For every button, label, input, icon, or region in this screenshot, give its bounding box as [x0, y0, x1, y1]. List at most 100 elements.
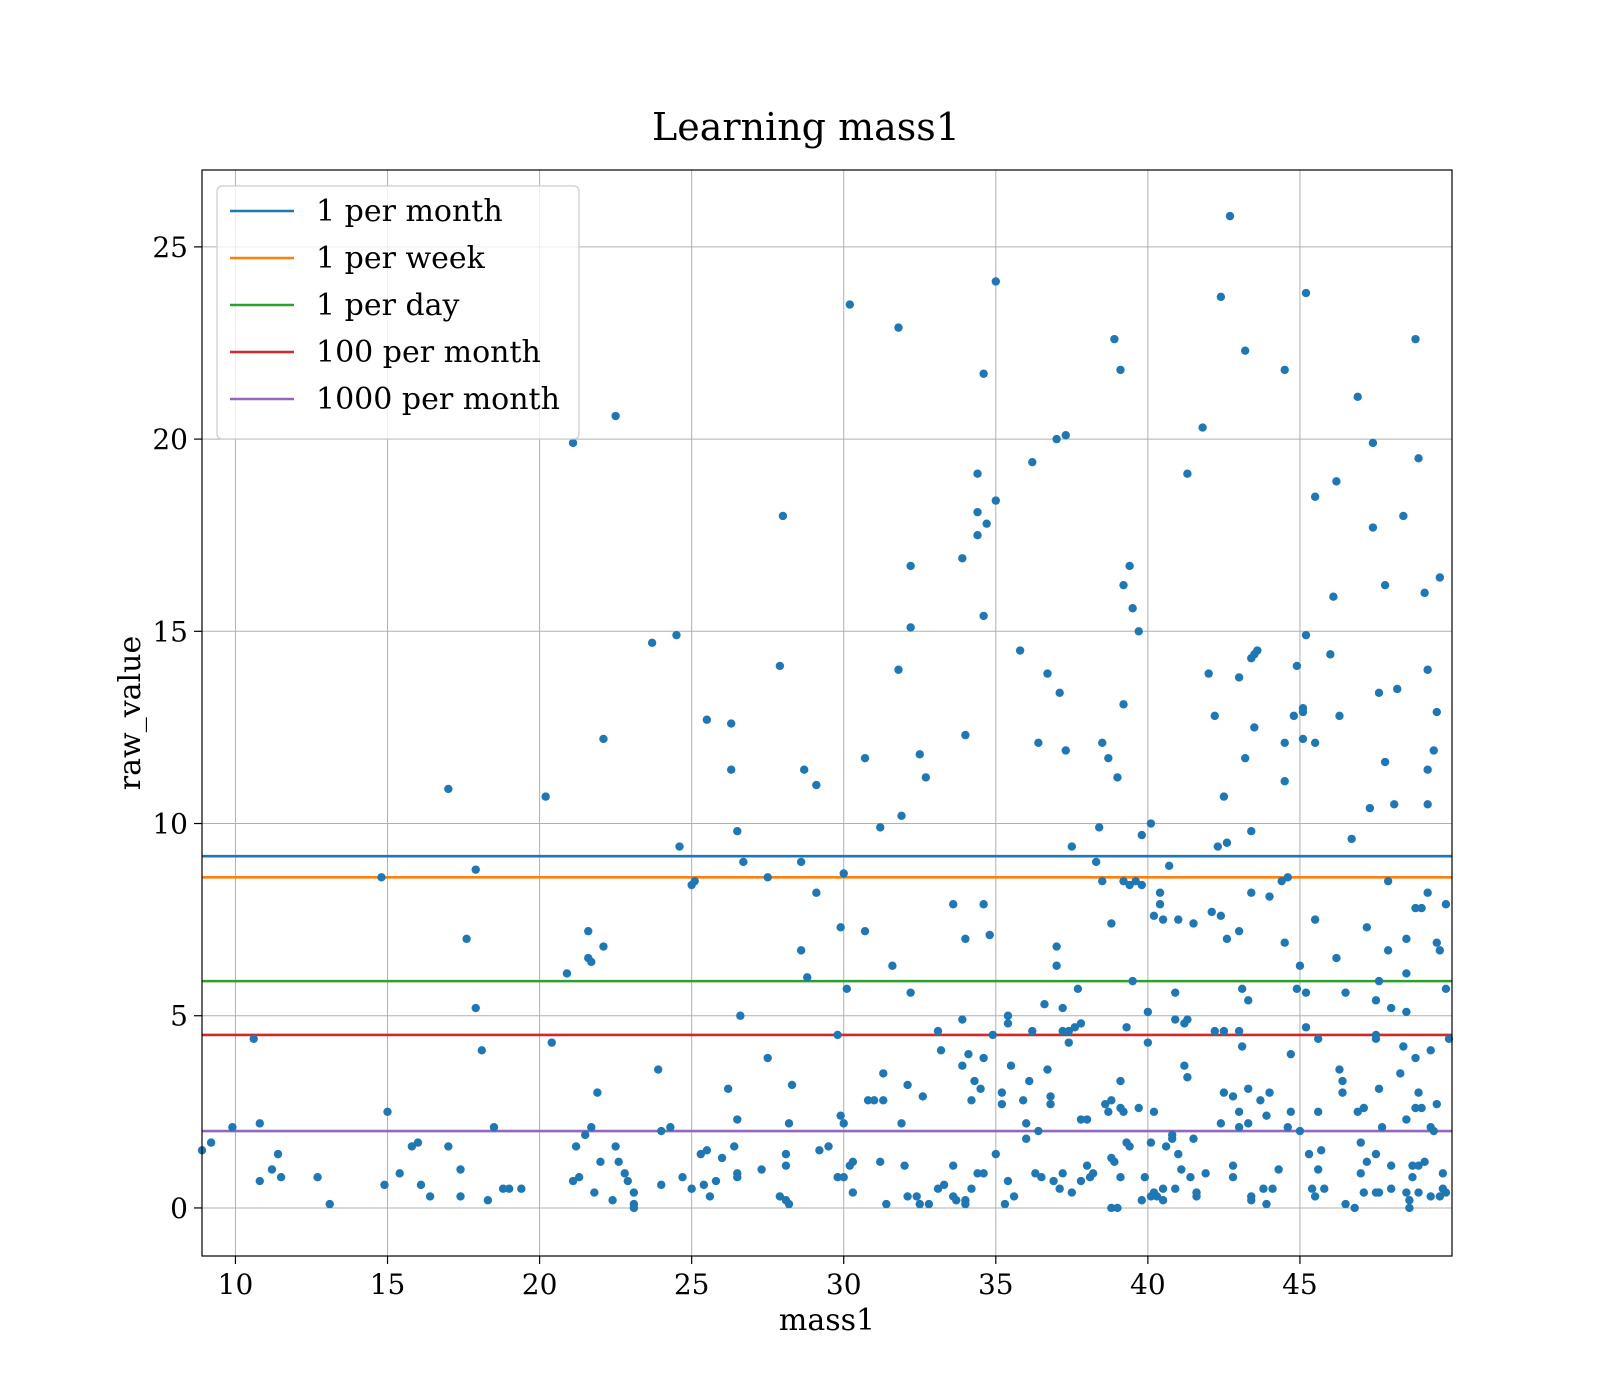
scatter-point	[1052, 434, 1061, 444]
scatter-point	[1034, 1126, 1043, 1136]
scatter-point	[933, 1026, 943, 1036]
scatter-point	[1043, 669, 1052, 678]
scatter-point	[1240, 753, 1250, 763]
scatter-point	[1262, 1111, 1271, 1120]
scatter-point	[1022, 1134, 1031, 1143]
scatter-point	[1082, 1161, 1092, 1170]
scatter-point	[763, 1053, 772, 1063]
scatter-point	[1174, 915, 1183, 924]
scatter-point	[444, 784, 453, 794]
scatter-point	[976, 1084, 985, 1093]
x-tick-label: 15	[370, 1268, 406, 1301]
scatter-point	[1310, 738, 1320, 747]
scatter-point	[1408, 1161, 1417, 1170]
scatter-point	[1429, 1126, 1438, 1136]
scatter-point	[608, 1196, 617, 1205]
scatter-point	[973, 531, 982, 540]
scatter-point	[471, 865, 480, 874]
scatter-point	[1313, 1034, 1323, 1044]
scatter-point	[1423, 800, 1432, 809]
scatter-point	[839, 1172, 848, 1182]
scatter-point	[1435, 1192, 1445, 1201]
scatter-point	[1201, 1169, 1210, 1178]
scatter-point	[1183, 1073, 1192, 1082]
scatter-point	[395, 1169, 404, 1178]
scatter-point	[590, 1188, 599, 1197]
scatter-point	[915, 1199, 924, 1209]
scatter-point	[1119, 700, 1128, 709]
scatter-point	[1028, 1026, 1037, 1036]
scatter-point	[1417, 903, 1426, 913]
scatter-point	[267, 1165, 277, 1174]
scatter-point	[1371, 1034, 1381, 1044]
scatter-point	[255, 1119, 264, 1128]
scatter-point	[1228, 1161, 1238, 1170]
scatter-point	[1058, 1169, 1067, 1178]
scatter-point	[1234, 1026, 1244, 1036]
scatter-point	[1250, 723, 1259, 732]
scatter-point	[1268, 1184, 1277, 1193]
scatter-point	[581, 1130, 590, 1140]
legend-label: 100 per month	[316, 335, 541, 370]
scatter-point	[1313, 1107, 1323, 1117]
scatter-point	[882, 1199, 891, 1209]
scatter-point	[1073, 984, 1083, 994]
scatter-point	[1365, 803, 1375, 813]
scatter-point	[1307, 1184, 1317, 1193]
scatter-point	[1125, 1142, 1134, 1151]
scatter-point	[1137, 1196, 1146, 1205]
scatter-point	[614, 1157, 623, 1167]
scatter-point	[1374, 976, 1384, 986]
scatter-point	[973, 469, 982, 478]
scatter-point	[1028, 457, 1037, 467]
scatter-point	[611, 411, 620, 421]
scatter-point	[1088, 1169, 1098, 1178]
scatter-point	[1107, 919, 1116, 928]
y-tick-label: 0	[170, 1192, 188, 1225]
scatter-point	[1119, 1107, 1128, 1117]
scatter-point	[1210, 1026, 1219, 1036]
legend-box	[216, 185, 580, 440]
scatter-point	[1244, 1119, 1253, 1128]
scatter-point	[1116, 1172, 1125, 1182]
scatter-point	[796, 857, 806, 867]
scatter-point	[1107, 1096, 1116, 1105]
scatter-point	[1298, 734, 1308, 744]
scatter-point	[1402, 1188, 1411, 1197]
scatter-point	[1326, 650, 1335, 659]
scatter-point	[1237, 984, 1247, 994]
scatter-point	[1244, 1084, 1253, 1093]
scatter-point	[1234, 1107, 1244, 1117]
scatter-point	[377, 873, 386, 882]
y-axis-label: raw_value	[113, 636, 148, 790]
scatter-point	[1128, 604, 1137, 613]
scatter-point	[982, 519, 991, 528]
x-tick-label: 40	[1130, 1268, 1166, 1301]
scatter-point	[949, 1161, 958, 1170]
scatter-point	[471, 1003, 480, 1013]
scatter-point	[1149, 1107, 1159, 1117]
scatter-point	[1167, 1134, 1177, 1143]
scatter-point	[1237, 1042, 1247, 1051]
x-tick-label: 35	[978, 1268, 1014, 1301]
scatter-point	[1265, 892, 1274, 901]
scatter-point	[1301, 988, 1311, 997]
scatter-point	[1292, 661, 1302, 671]
scatter-point	[1219, 1026, 1229, 1036]
scatter-point	[796, 946, 806, 955]
scatter-point	[1329, 592, 1338, 601]
scatter-point	[1128, 976, 1137, 986]
scatter-point	[1125, 561, 1134, 571]
scatter-point	[1402, 1007, 1411, 1017]
scatter-point	[1174, 1149, 1183, 1159]
scatter-point	[1341, 1199, 1350, 1209]
scatter-point	[1101, 1099, 1110, 1109]
scatter-point	[1143, 1038, 1153, 1047]
scatter-point	[1110, 334, 1119, 344]
scatter-point	[1420, 588, 1429, 598]
scatter-point	[1432, 938, 1441, 947]
scatter-point	[1280, 738, 1289, 747]
scatter-point	[647, 638, 657, 648]
scatter-point	[997, 1099, 1007, 1109]
grid	[202, 170, 1452, 1256]
